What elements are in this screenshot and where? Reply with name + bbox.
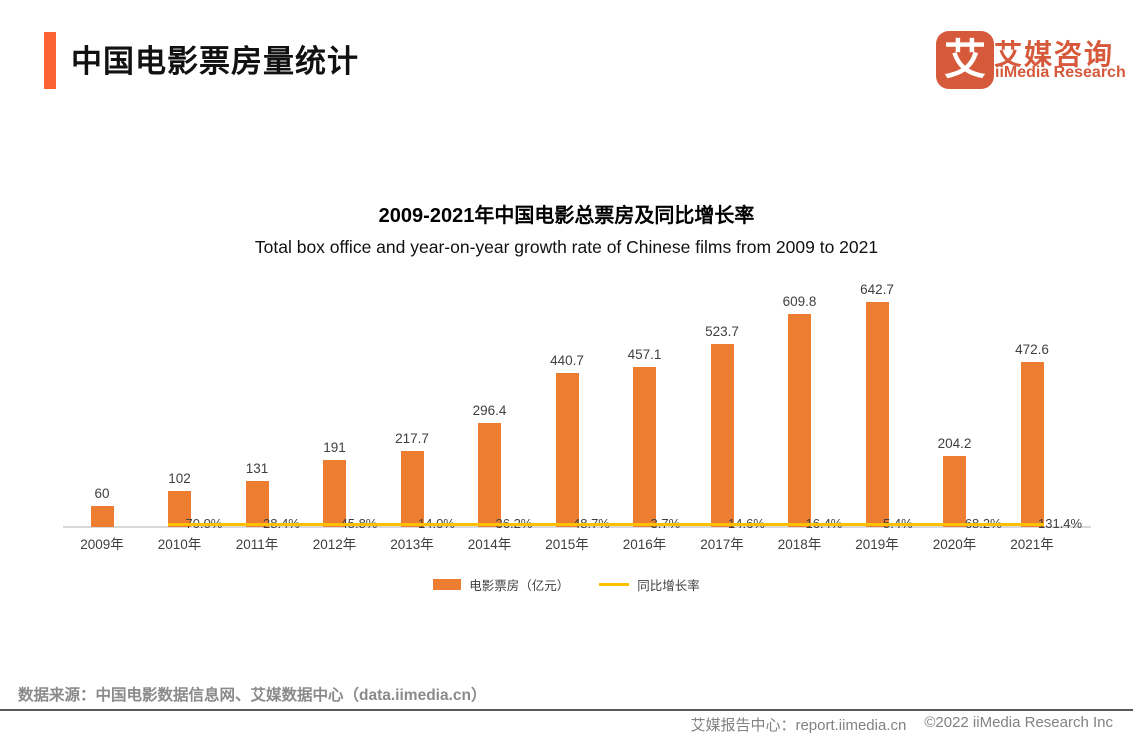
bar-value-label: 609.8 — [782, 293, 817, 309]
legend-bar-label: 电影票房（亿元） — [469, 579, 570, 593]
chart-title: 2009-2021年中国电影总票房及同比增长率 — [378, 205, 755, 227]
bar-value-label: 457.1 — [627, 346, 662, 362]
legend-line-swatch — [599, 582, 630, 587]
x-axis-tick-label: 2017年 — [700, 537, 744, 552]
footer-copyright: ©2022 iiMedia Research Inc — [924, 714, 1113, 731]
legend-bar-swatch — [433, 579, 462, 590]
x-axis-tick-label: 2013年 — [390, 537, 434, 552]
bar-2013年 — [400, 450, 424, 527]
logo-glyph: 艾 — [943, 36, 986, 83]
bar-2021年 — [1020, 361, 1044, 527]
legend-line-label: 同比增长率 — [637, 579, 700, 593]
brand-name-en: iiMedia Research — [995, 64, 1126, 81]
data-source-note: 数据来源：中国电影数据信息网、艾媒数据中心（data.iimedia.cn） — [18, 687, 487, 704]
bar-2012年 — [323, 460, 346, 527]
bar-2011年 — [245, 481, 269, 527]
page-title: 中国电影票房量统计 — [71, 44, 359, 79]
footer-report-center: 艾媒报告中心：report.iimedia.cn — [690, 717, 907, 734]
bar-2010年 — [168, 491, 191, 527]
bar-2017年 — [710, 343, 734, 527]
x-axis-tick-label: 2009年 — [80, 537, 124, 552]
x-axis-tick-label: 2015年 — [545, 537, 589, 552]
chart-subtitle: Total box office and year-on-year growth… — [254, 237, 879, 257]
bar-2009年 — [90, 505, 114, 527]
growth-rate-line — [168, 523, 1044, 526]
chart-legend: 电影票房（亿元） 同比增长率 — [0, 575, 1133, 594]
bar-2015年 — [555, 372, 579, 527]
x-axis-tick-label: 2012年 — [312, 537, 357, 552]
bar-2019年 — [865, 302, 889, 527]
footer-divider — [0, 709, 1133, 711]
bar-2018年 — [788, 313, 811, 527]
x-axis-tick-label: 2021年 — [1010, 537, 1054, 552]
x-axis-tick-label: 2014年 — [467, 537, 512, 552]
x-axis-tick-label: 2019年 — [855, 537, 899, 552]
footer: 艾媒报告中心：report.iimedia.cn ©2022 iiMedia R… — [690, 714, 1113, 735]
growth-rate-label: 131.4% — [1038, 516, 1083, 531]
bar-value-label: 131 — [245, 461, 269, 477]
bar-value-label: 204.2 — [937, 435, 972, 451]
x-axis-tick-label: 2020年 — [932, 537, 977, 552]
brand-name-cn: 艾媒咨询 — [994, 39, 1115, 70]
x-axis-tick-label: 2018年 — [777, 537, 822, 552]
x-axis-line — [63, 526, 1091, 528]
bar-value-label: 191 — [323, 440, 346, 456]
bar-2014年 — [478, 423, 501, 527]
bar-value-label: 60 — [94, 485, 110, 501]
x-axis-tick-label: 2011年 — [235, 537, 279, 552]
bar-2020年 — [943, 455, 966, 527]
bar-value-label: 440.7 — [550, 352, 584, 368]
iimedia-logo-icon: 艾 — [936, 31, 994, 89]
x-axis-tick-label: 2010年 — [157, 537, 202, 552]
bar-value-label: 523.7 — [705, 323, 739, 339]
bar-value-label: 472.6 — [1015, 341, 1049, 357]
title-accent-bar — [44, 32, 56, 89]
bar-2016年 — [633, 366, 656, 527]
bar-value-label: 296.4 — [472, 403, 507, 419]
bar-value-label: 102 — [168, 471, 191, 487]
bar-value-label: 217.7 — [395, 430, 429, 446]
bar-value-label: 642.7 — [860, 282, 894, 297]
x-axis-tick-label: 2016年 — [622, 537, 667, 552]
